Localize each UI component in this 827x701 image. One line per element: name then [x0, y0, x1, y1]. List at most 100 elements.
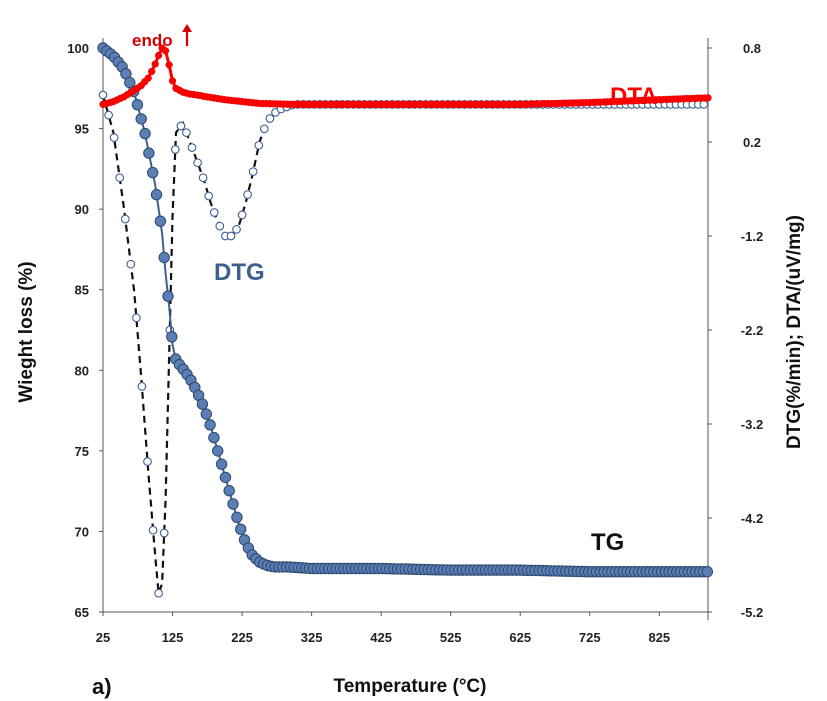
dtg-point: [109, 133, 119, 142]
left-tick-label: 85: [75, 283, 89, 298]
dtg-point: [243, 190, 252, 199]
series-label-dta: DTA: [610, 83, 658, 110]
dtg-point: [259, 124, 269, 134]
tg-point: [219, 471, 232, 484]
series-dta: [99, 44, 712, 109]
right-tick-label: 0.2: [743, 135, 761, 150]
dtg-point: [198, 173, 208, 183]
panel-label: a): [92, 674, 112, 699]
tg-point: [223, 485, 235, 497]
right-tick-label: -5.2: [741, 605, 763, 620]
x-tick-label: 525: [440, 630, 462, 645]
dta-point: [151, 60, 159, 68]
dtg-point: [187, 143, 197, 152]
x-tick-label: 425: [370, 630, 392, 645]
tg-point: [147, 166, 159, 179]
dtg-point: [254, 140, 264, 150]
right-tick-label: -1.2: [741, 229, 763, 244]
dta-point: [168, 77, 177, 85]
dtg-point: [232, 225, 241, 234]
tg-point: [204, 419, 216, 431]
x-axis-ticks: 25 125 225 325 425 525 625 725 825: [96, 612, 670, 645]
left-tick-label: 70: [75, 524, 89, 539]
dtg-point: [132, 313, 141, 323]
dtg-point: [248, 167, 258, 176]
dta-point: [144, 74, 152, 82]
dta-point: [148, 67, 156, 76]
dtg-point: [120, 214, 130, 224]
left-tick-label: 65: [75, 605, 89, 620]
dtg-point: [215, 221, 225, 231]
x-tick-label: 25: [96, 630, 110, 645]
x-axis-title: Temperature (°C): [334, 676, 487, 697]
x-tick-label: 225: [231, 630, 253, 645]
tg-point: [139, 127, 151, 140]
dtg-line: [101, 94, 708, 594]
plot-frame: [102, 38, 709, 620]
dtg-point: [115, 173, 125, 183]
tg-point: [215, 458, 228, 470]
tg-point: [231, 511, 243, 523]
series-label-dtg: DTG: [214, 259, 265, 286]
left-tick-label: 90: [75, 202, 89, 217]
dtg-point: [176, 121, 186, 131]
left-axis-ticks: 100 95 90 85 80 75 70 65: [67, 41, 103, 620]
series-layer: [97, 42, 713, 598]
left-tick-label: 100: [67, 41, 89, 56]
series-tg: [97, 42, 713, 578]
dtg-point: [204, 191, 214, 201]
left-tick-label: 80: [75, 363, 89, 378]
dtg-point: [226, 231, 236, 241]
endo-annotation: endo: [132, 24, 192, 50]
x-tick-label: 625: [509, 630, 531, 645]
dtg-point: [193, 158, 202, 168]
dtg-point: [209, 208, 219, 217]
series-label-tg: TG: [591, 529, 624, 556]
dta-point: [154, 51, 163, 60]
dtg-point: [137, 382, 147, 391]
arrow-up-icon: [182, 24, 192, 46]
dta-point: [704, 94, 712, 102]
tg-point: [143, 147, 155, 159]
x-tick-label: 325: [301, 630, 323, 645]
left-tick-label: 75: [75, 444, 89, 459]
dtg-point: [143, 457, 152, 466]
tg-point: [135, 113, 147, 125]
dtg-point: [237, 210, 247, 220]
tg-point: [235, 523, 247, 535]
tg-point: [196, 398, 209, 410]
tg-point: [227, 498, 239, 510]
series-dtg: [98, 90, 709, 598]
x-tick-label: 125: [162, 630, 184, 645]
tg-point: [150, 188, 163, 201]
right-tick-label: -3.2: [741, 417, 763, 432]
tg-point: [162, 290, 174, 302]
dtg-point: [126, 259, 136, 269]
dta-point: [161, 47, 170, 55]
tg-point: [131, 99, 144, 111]
right-axis-ticks: 0.8 0.2 -1.2 -2.2 -3.2 -4.2 -5.2: [708, 41, 763, 620]
right-axis-title: DTG(%/min); DTA/(uV/mg): [784, 215, 805, 449]
dtg-point: [148, 525, 158, 535]
tg-line: [102, 47, 708, 573]
x-tick-label: 825: [648, 630, 670, 645]
right-tick-label: -2.2: [741, 323, 763, 338]
right-tick-label: -4.2: [741, 511, 763, 526]
dtg-point: [154, 588, 163, 598]
left-axis-title: Wieght loss (%): [16, 261, 37, 402]
tg-point: [701, 566, 713, 578]
x-tick-label: 725: [579, 630, 601, 645]
endo-label: endo: [132, 31, 173, 50]
tg-point: [212, 445, 224, 457]
tg-point: [208, 431, 220, 444]
left-tick-label: 95: [75, 122, 89, 137]
dtg-point: [265, 114, 275, 123]
tg-point: [154, 215, 167, 227]
dtg-point: [182, 128, 191, 137]
dtg-point: [170, 145, 180, 154]
tg-point: [200, 408, 213, 420]
tg-point: [158, 251, 170, 264]
dtg-point: [104, 110, 113, 120]
dtg-point: [98, 90, 108, 100]
